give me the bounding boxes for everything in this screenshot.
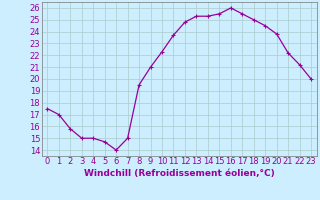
X-axis label: Windchill (Refroidissement éolien,°C): Windchill (Refroidissement éolien,°C) [84,169,275,178]
